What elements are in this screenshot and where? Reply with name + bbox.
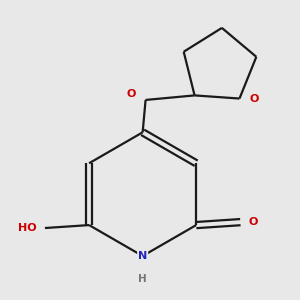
Text: O: O xyxy=(250,94,259,103)
Text: O: O xyxy=(248,217,258,227)
Text: HO: HO xyxy=(18,223,37,233)
Text: N: N xyxy=(138,251,147,261)
Text: H: H xyxy=(138,274,147,284)
Text: O: O xyxy=(126,89,136,99)
